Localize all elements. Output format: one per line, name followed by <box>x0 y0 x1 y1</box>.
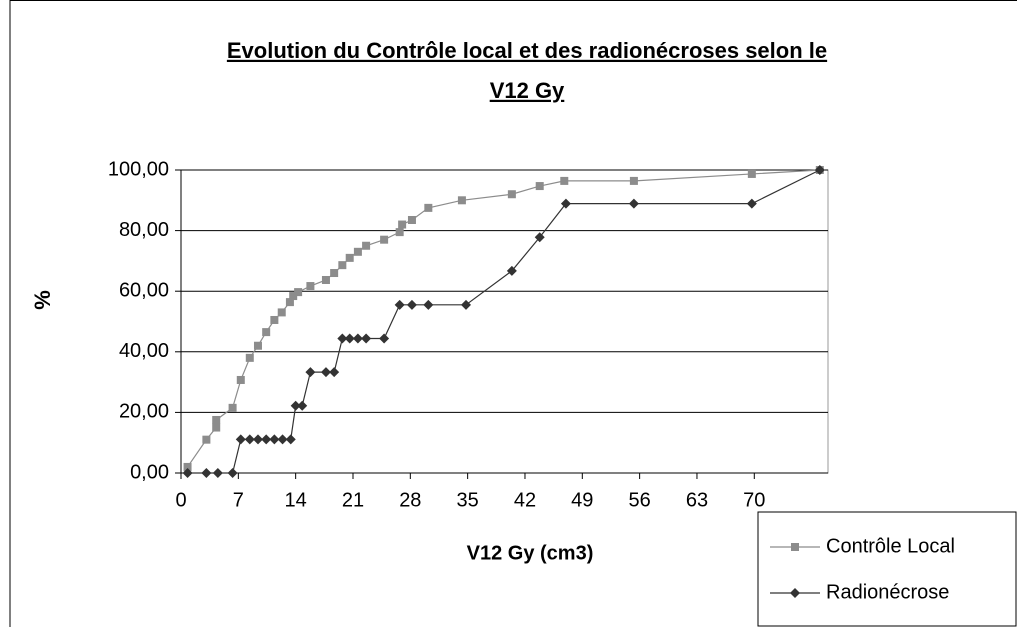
x-axis-label: V12 Gy (cm3) <box>467 542 594 564</box>
marker <box>353 247 362 256</box>
marker <box>329 367 340 378</box>
x-tick-label: 63 <box>686 489 708 511</box>
marker <box>305 367 316 378</box>
marker <box>395 228 404 237</box>
marker <box>406 299 417 310</box>
legend-label: Radionécrose <box>826 581 949 603</box>
x-tick-label: 0 <box>175 489 186 511</box>
marker <box>407 215 416 224</box>
marker <box>380 235 389 244</box>
marker <box>212 468 223 478</box>
marker <box>338 261 347 270</box>
marker <box>262 328 271 337</box>
marker <box>277 434 288 445</box>
marker <box>534 232 545 243</box>
marker <box>345 253 354 262</box>
y-tick-label: 40,00 <box>119 340 169 362</box>
x-tick-label: 21 <box>342 489 364 511</box>
y-tick-label: 0,00 <box>130 461 169 483</box>
marker <box>244 434 255 445</box>
y-tick-label: 100,00 <box>108 158 169 180</box>
marker <box>628 198 639 209</box>
marker <box>746 198 757 209</box>
marker <box>236 375 245 384</box>
marker <box>337 333 348 344</box>
marker <box>398 220 407 229</box>
y-tick-label: 80,00 <box>119 219 169 241</box>
marker <box>814 165 825 175</box>
x-tick-label: 35 <box>457 489 479 511</box>
y-tick-label: 20,00 <box>119 401 169 423</box>
y-tick-label: 60,00 <box>119 279 169 301</box>
marker <box>321 275 330 284</box>
marker <box>252 434 263 445</box>
marker <box>285 298 294 307</box>
marker <box>362 241 371 250</box>
marker <box>461 299 472 310</box>
marker <box>330 269 339 278</box>
marker <box>227 468 238 478</box>
marker <box>507 190 516 199</box>
marker <box>423 299 434 310</box>
marker <box>277 308 286 317</box>
marker <box>560 176 569 185</box>
marker <box>202 435 211 444</box>
marker <box>182 468 193 478</box>
marker <box>269 434 280 445</box>
marker <box>270 315 279 324</box>
marker <box>306 282 315 291</box>
x-tick-label: 42 <box>514 489 536 511</box>
marker <box>297 400 308 411</box>
marker <box>294 288 303 297</box>
x-tick-label: 28 <box>399 489 421 511</box>
marker <box>212 423 221 432</box>
marker <box>424 203 433 212</box>
marker <box>235 434 246 445</box>
marker <box>379 333 390 344</box>
marker <box>183 462 192 471</box>
marker <box>344 333 355 344</box>
x-tick-label: 56 <box>629 489 651 511</box>
x-tick-label: 14 <box>285 489 307 511</box>
x-tick-label: 7 <box>233 489 244 511</box>
marker <box>361 333 372 344</box>
marker <box>457 196 466 205</box>
marker <box>320 367 331 378</box>
legend-marker <box>791 543 799 551</box>
legend-marker <box>790 588 800 598</box>
marker <box>261 434 272 445</box>
marker <box>394 299 405 310</box>
marker <box>747 169 756 178</box>
y-axis-label: % <box>30 290 55 310</box>
chart-title: V12 Gy <box>490 78 565 103</box>
legend-box <box>757 511 1017 627</box>
marker <box>253 341 262 350</box>
x-tick-label: 49 <box>571 489 593 511</box>
marker <box>506 265 517 276</box>
marker <box>629 176 638 185</box>
marker <box>212 415 221 424</box>
marker <box>290 400 301 411</box>
marker <box>285 434 296 445</box>
marker <box>201 468 212 478</box>
marker <box>352 333 363 344</box>
marker <box>245 353 254 362</box>
marker <box>228 403 237 412</box>
marker <box>535 182 544 191</box>
legend-label: Contrôle Local <box>826 535 955 557</box>
x-tick-label: 70 <box>743 489 765 511</box>
marker <box>560 198 571 209</box>
marker <box>289 292 298 301</box>
chart-title: Evolution du Contrôle local et des radio… <box>227 38 827 63</box>
